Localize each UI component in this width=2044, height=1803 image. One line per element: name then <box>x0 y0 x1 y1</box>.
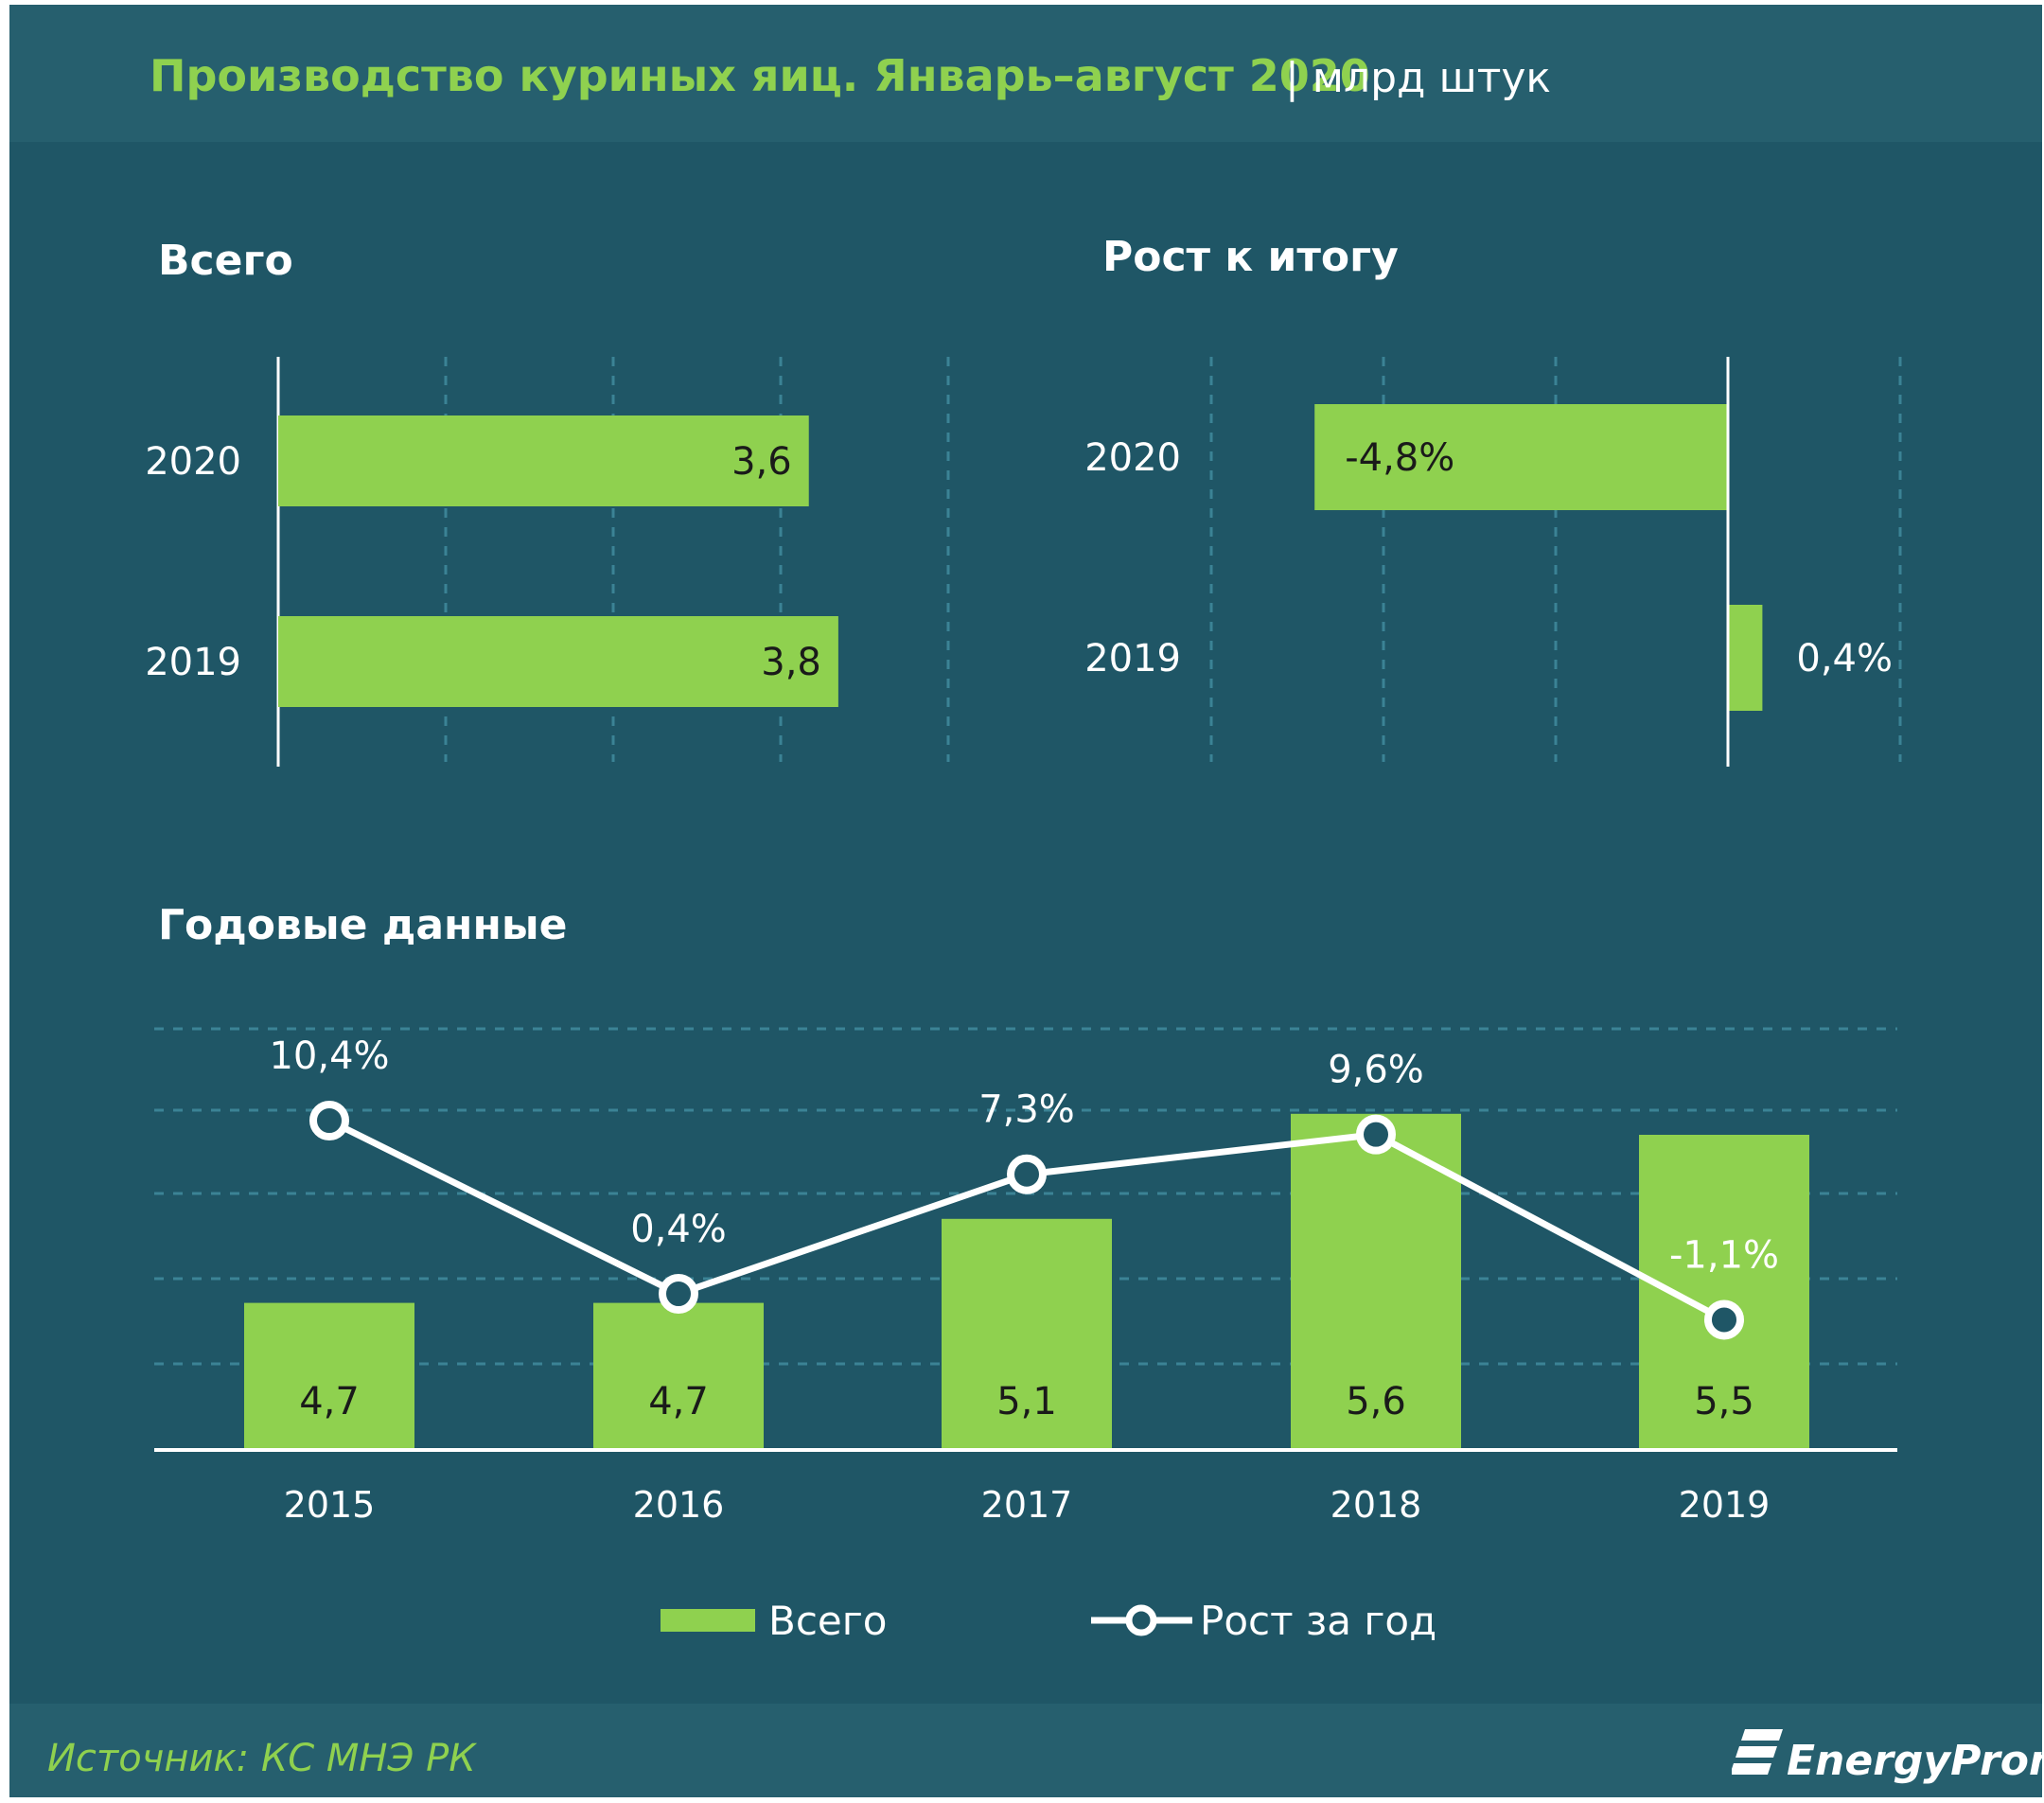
bar-value-label: 4,7 <box>299 1380 360 1423</box>
x-tick-label: 2017 <box>981 1484 1073 1526</box>
legend-line-label: Рост за год <box>1200 1598 1436 1644</box>
bar <box>942 1218 1112 1450</box>
bar <box>244 1302 414 1450</box>
energyprom-logo-icon <box>1732 1729 1783 1775</box>
bar <box>278 415 809 506</box>
line-point <box>1704 1299 1744 1340</box>
chart-title: Производство куриных яиц. Январь–август … <box>150 50 1370 101</box>
bar <box>1291 1113 1461 1450</box>
bar-value-label: 3,8 <box>761 641 821 684</box>
line-point <box>1356 1114 1396 1155</box>
line-point <box>659 1274 698 1314</box>
line-value-label: -1,1% <box>1669 1233 1779 1277</box>
legend-line-marker <box>1125 1604 1157 1636</box>
source-note: Источник: КС МНЭ РК <box>47 1737 476 1780</box>
bar-value-label: 3,6 <box>731 440 792 484</box>
bar-value-label: 5,5 <box>1694 1380 1754 1423</box>
bar-value-label: 0,4% <box>1796 637 1893 681</box>
bar-value-label: 4,7 <box>648 1380 709 1423</box>
title-bar <box>9 5 2042 142</box>
bar-value-label: 5,1 <box>996 1380 1057 1423</box>
logo-text: EnergyProm <box>1787 1737 2042 1785</box>
growth-panel-title: Рост к итогу <box>1102 233 1399 281</box>
line-value-label: 9,6% <box>1328 1049 1424 1092</box>
x-tick-label: 2018 <box>1330 1484 1422 1526</box>
annual-combo-chart: 4,7 2015 4,7 2016 5,1 2017 5,6 2018 5,5 2019 10,4%… <box>154 1027 1897 1644</box>
bar <box>593 1302 764 1450</box>
total-panel-title: Всего <box>158 237 293 285</box>
legend-bar-label: Всего <box>768 1598 888 1644</box>
x-tick-label: 2015 <box>284 1484 376 1526</box>
total-bar-chart: 3,6 2020 3,8 2019 <box>145 357 950 767</box>
bar <box>1314 404 1728 510</box>
bar-value-label: 5,6 <box>1346 1380 1406 1423</box>
line-value-label: 10,4% <box>269 1034 389 1078</box>
footer-band <box>9 1704 2042 1797</box>
bar <box>1728 605 1763 711</box>
category-label: 2019 <box>145 641 241 684</box>
bar <box>278 616 838 707</box>
line-value-label: 7,3% <box>978 1088 1075 1132</box>
category-label: 2019 <box>1084 637 1181 681</box>
x-tick-label: 2016 <box>633 1484 725 1526</box>
x-tick-label: 2019 <box>1679 1484 1771 1526</box>
line-point <box>1007 1154 1047 1194</box>
growth-bar-chart: -4,8% 2020 0,4% 2019 <box>1084 357 1902 767</box>
infographic: Производство куриных яиц. Январь–август … <box>9 5 2042 1797</box>
annual-panel-title: Годовые данные <box>158 901 568 949</box>
category-label: 2020 <box>1084 436 1181 480</box>
unit-label: | млрд штук <box>1285 54 1551 102</box>
line-value-label: 0,4% <box>630 1208 727 1251</box>
legend-bar-swatch <box>661 1609 755 1632</box>
bar-value-label: -4,8% <box>1345 436 1454 480</box>
line-point <box>309 1101 349 1140</box>
category-label: 2020 <box>145 440 241 484</box>
